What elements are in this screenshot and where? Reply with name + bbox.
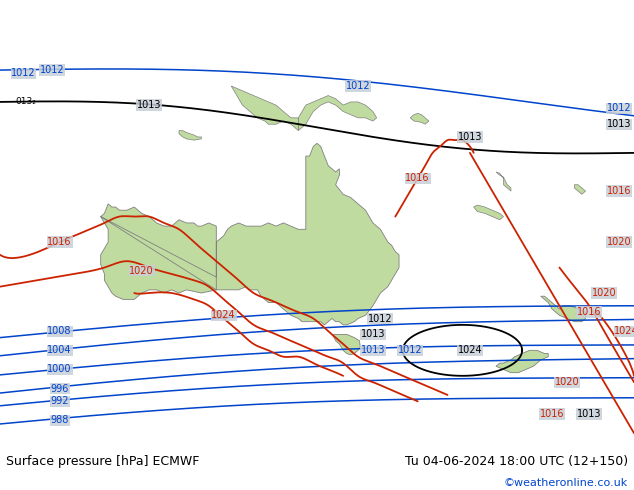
Text: 1016: 1016 xyxy=(577,307,602,317)
Text: 1020: 1020 xyxy=(607,237,631,247)
Text: 1013: 1013 xyxy=(361,329,385,340)
Polygon shape xyxy=(179,131,202,140)
Polygon shape xyxy=(474,205,503,220)
Text: 1012: 1012 xyxy=(607,103,631,113)
Text: 988: 988 xyxy=(51,416,69,425)
Text: 996: 996 xyxy=(51,384,69,393)
Polygon shape xyxy=(574,185,586,194)
Text: Tu 04-06-2024 18:00 UTC (12+150): Tu 04-06-2024 18:00 UTC (12+150) xyxy=(404,455,628,468)
Polygon shape xyxy=(332,335,360,355)
Polygon shape xyxy=(496,172,511,191)
Text: 1024: 1024 xyxy=(614,326,634,336)
Polygon shape xyxy=(231,86,299,131)
Text: 1013: 1013 xyxy=(361,345,385,355)
Text: 1020: 1020 xyxy=(592,288,616,298)
Polygon shape xyxy=(101,144,399,325)
Text: 992: 992 xyxy=(51,396,69,406)
Text: 1013: 1013 xyxy=(607,119,631,129)
Polygon shape xyxy=(541,296,586,322)
Text: 1016: 1016 xyxy=(540,409,564,419)
Text: 1004: 1004 xyxy=(48,345,72,355)
Text: 1012: 1012 xyxy=(11,68,36,78)
Text: 1012: 1012 xyxy=(368,314,392,323)
Text: 1013: 1013 xyxy=(137,100,162,110)
Text: 1008: 1008 xyxy=(48,326,72,336)
Polygon shape xyxy=(496,350,548,372)
Text: 1012: 1012 xyxy=(40,65,65,75)
Text: 1024: 1024 xyxy=(212,310,236,320)
Polygon shape xyxy=(410,113,429,124)
Text: ©weatheronline.co.uk: ©weatheronline.co.uk xyxy=(503,478,628,489)
Text: 1016: 1016 xyxy=(607,186,631,196)
Text: 1000: 1000 xyxy=(48,365,72,374)
Text: 1020: 1020 xyxy=(129,266,154,276)
Text: 013₂: 013₂ xyxy=(15,98,36,106)
Text: 1012: 1012 xyxy=(346,81,370,91)
Text: Surface pressure [hPa] ECMWF: Surface pressure [hPa] ECMWF xyxy=(6,455,200,468)
Polygon shape xyxy=(299,96,377,131)
Text: 1012: 1012 xyxy=(398,345,422,355)
Text: 1016: 1016 xyxy=(406,173,430,183)
Text: 1013: 1013 xyxy=(577,409,602,419)
Text: 1020: 1020 xyxy=(555,377,579,387)
Text: 1024: 1024 xyxy=(458,345,482,355)
Text: 1016: 1016 xyxy=(48,237,72,247)
Text: 1013: 1013 xyxy=(458,132,482,142)
